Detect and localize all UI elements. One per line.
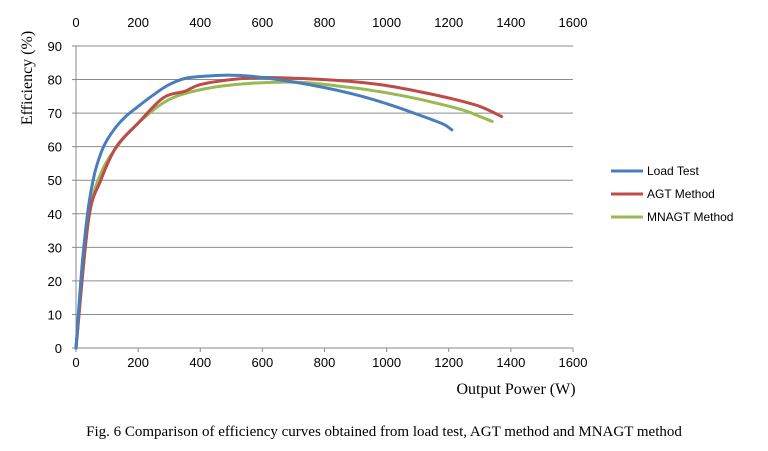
- y-tick-label: 70: [48, 106, 62, 121]
- y-tick-label: 20: [48, 274, 62, 289]
- efficiency-chart: 0 200 400 600 800 1000 1200 1400 1600 0 200 400 600…: [19, 15, 733, 398]
- y-tick-label: 80: [48, 73, 62, 88]
- legend-label-agt-method: AGT Method: [647, 187, 715, 201]
- x-top-tick-labels: 0 200 400 600 800 1000 1200 1400 1600: [72, 15, 587, 30]
- y-tick-label: 50: [48, 173, 62, 188]
- x-axis-title: Output Power (W): [456, 381, 575, 398]
- gridlines: [76, 45, 573, 315]
- series-lines: [74, 73, 504, 350]
- x-top-tick-label: 1600: [559, 15, 588, 30]
- x-tick-label: 200: [127, 355, 149, 370]
- x-top-tick-label: 1000: [372, 15, 401, 30]
- x-top-tick-label: 1400: [496, 15, 525, 30]
- y-tick-label: 10: [48, 307, 62, 322]
- legend-label-mnagt-method: MNAGT Method: [647, 210, 733, 224]
- y-tick-label: 30: [48, 240, 62, 255]
- x-tick-label: 400: [189, 355, 211, 370]
- x-tick-label: 1000: [372, 355, 401, 370]
- x-top-tick-label: 400: [189, 15, 211, 30]
- x-top-tick-label: 1200: [434, 15, 463, 30]
- x-tick-labels: 0 200 400 600 800 1000 1200 1400 1600: [72, 348, 587, 370]
- figure-caption: Fig. 6 Comparison of efficiency curves o…: [86, 424, 682, 440]
- y-tick-labels: 0 10 20 30 40 50 60 70 80 90: [48, 39, 76, 356]
- x-top-tick-label: 0: [72, 15, 79, 30]
- x-top-tick-label: 600: [252, 15, 274, 30]
- x-tick-label: 1600: [559, 355, 588, 370]
- x-tick-label: 1200: [434, 355, 463, 370]
- series-line-agt-method: [74, 75, 504, 350]
- y-tick-label: 60: [48, 140, 62, 155]
- x-top-tick-label: 200: [127, 15, 149, 30]
- y-tick-label: 40: [48, 207, 62, 222]
- legend: Load Test AGT Method MNAGT Method: [611, 164, 733, 224]
- series-line-load-test: [74, 73, 454, 350]
- y-tick-label: 90: [48, 39, 62, 54]
- x-tick-label: 0: [72, 355, 79, 370]
- y-axis-title: Efficiency (%): [19, 31, 36, 125]
- x-top-tick-label: 800: [314, 15, 336, 30]
- x-tick-label: 800: [314, 355, 336, 370]
- legend-label-load-test: Load Test: [647, 164, 699, 178]
- x-tick-label: 1400: [496, 355, 525, 370]
- y-tick-label: 0: [55, 341, 62, 356]
- x-tick-label: 600: [252, 355, 274, 370]
